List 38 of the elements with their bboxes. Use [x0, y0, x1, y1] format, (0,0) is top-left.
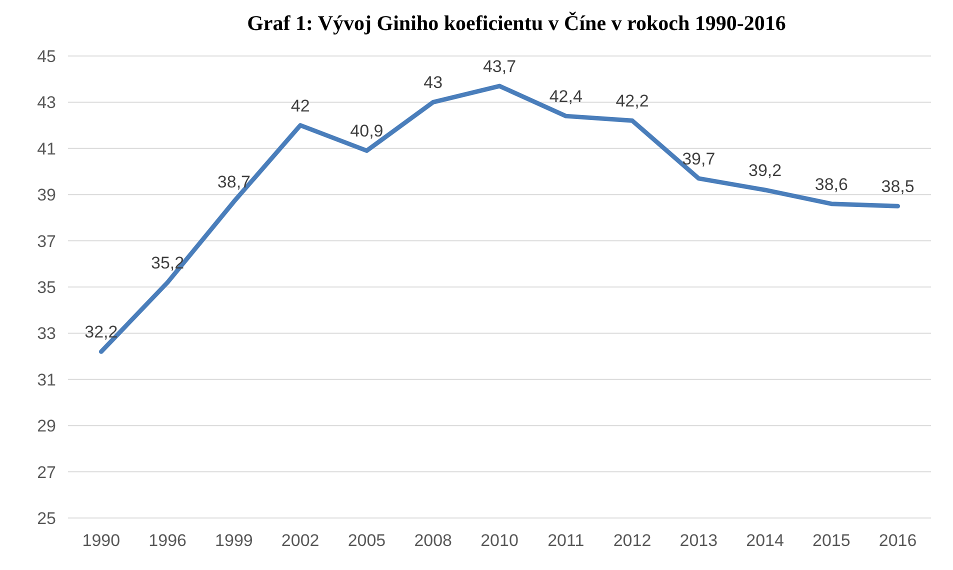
data-label: 39,2 [748, 160, 782, 180]
data-label: 32,2 [84, 322, 118, 342]
x-tick-label: 2002 [281, 531, 320, 550]
y-tick-label: 37 [37, 232, 56, 251]
y-tick-label: 39 [37, 186, 56, 205]
data-label: 42,4 [549, 87, 582, 106]
y-tick-label: 31 [37, 370, 56, 390]
x-tick-label: 2011 [548, 531, 584, 550]
data-label: 42 [290, 96, 310, 116]
data-label: 39,7 [682, 149, 716, 168]
x-tick-label: 2015 [812, 531, 850, 550]
x-tick-label: 1999 [215, 531, 253, 550]
y-tick-label: 35 [37, 278, 56, 297]
data-label: 38,6 [814, 174, 848, 194]
x-tick-label: 2010 [480, 531, 518, 550]
data-label: 38,7 [217, 172, 251, 192]
x-tick-label: 1996 [148, 531, 186, 550]
data-label: 35,2 [151, 253, 184, 272]
data-label: 43,7 [482, 57, 516, 76]
data-label: 40,9 [350, 122, 384, 141]
y-tick-label: 29 [37, 416, 56, 436]
y-tick-label: 33 [37, 324, 56, 344]
x-tick-label: 2013 [680, 531, 718, 550]
y-tick-label: 25 [37, 508, 56, 528]
y-tick-label: 27 [37, 462, 56, 482]
y-tick-label: 41 [37, 139, 56, 158]
y-tick-label: 45 [37, 46, 56, 66]
x-tick-label: 2012 [613, 531, 652, 550]
x-tick-label: 2014 [746, 531, 784, 550]
x-tick-label: 2016 [878, 531, 917, 550]
chart-title: Graf 1: Vývoj Giniho koeficientu v Číne v rokoch 1990-2016 [247, 11, 786, 35]
data-label: 42,2 [616, 92, 649, 111]
y-tick-label: 43 [37, 93, 56, 112]
x-tick-label: 1990 [82, 531, 120, 550]
x-tick-label: 2008 [414, 531, 452, 550]
x-tick-label: 2005 [348, 531, 386, 550]
data-label: 43 [424, 73, 443, 92]
data-label: 38,5 [881, 177, 914, 196]
